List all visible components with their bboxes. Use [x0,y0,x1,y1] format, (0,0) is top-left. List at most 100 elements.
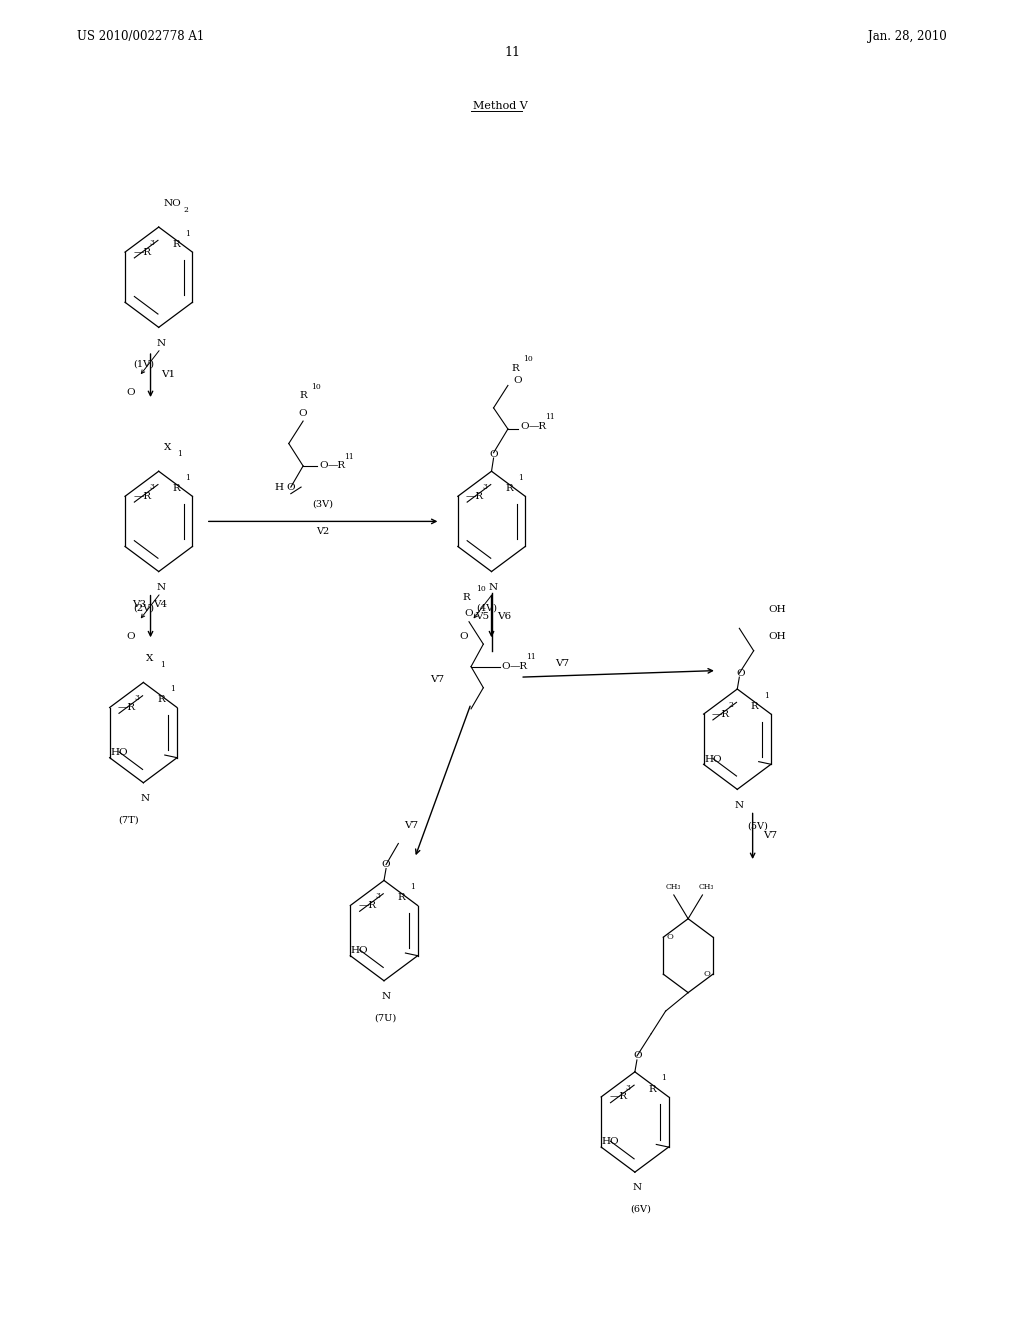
Text: O: O [502,663,510,671]
Text: O: O [736,669,744,677]
Text: 3: 3 [150,239,155,247]
Text: 1: 1 [177,450,182,458]
Text: 1: 1 [170,685,175,693]
Text: 10: 10 [523,355,534,363]
Text: R: R [463,594,471,602]
Text: Method V: Method V [473,100,527,111]
Text: H: H [274,483,284,491]
Text: —R: —R [133,248,152,256]
Text: HO: HO [602,1138,620,1146]
Text: —R: —R [358,902,377,909]
Text: O: O [465,610,473,618]
Text: N: N [382,993,390,1001]
Text: OH: OH [768,632,785,640]
Text: X: X [146,655,154,663]
Text: N: N [157,339,165,347]
Text: O: O [520,422,528,430]
Text: R: R [511,364,519,372]
Text: O: O [127,632,135,642]
Text: 3: 3 [134,694,139,702]
Text: 1: 1 [185,230,190,238]
Text: O: O [299,409,307,417]
Text: (7U): (7U) [374,1014,396,1022]
Text: V5: V5 [475,612,489,620]
Text: O: O [489,450,498,458]
Text: R: R [397,894,406,902]
Text: (7T): (7T) [118,816,138,824]
Text: 11: 11 [344,453,354,461]
Text: NO: NO [164,199,181,207]
Text: V3: V3 [132,601,146,609]
Text: 10: 10 [476,585,486,593]
Text: R: R [157,696,165,704]
Text: V2: V2 [316,528,330,536]
Text: 11: 11 [504,46,520,59]
Text: N: N [141,795,150,803]
Text: —R: —R [118,704,136,711]
Text: N: N [735,801,743,809]
Text: CH₃: CH₃ [698,883,715,891]
Text: 2: 2 [728,701,733,709]
Text: V7: V7 [555,660,569,668]
Text: —R: —R [466,492,484,500]
Text: R: R [172,240,180,248]
Text: R: R [751,702,759,710]
Text: CH₃: CH₃ [666,883,682,891]
Text: 1: 1 [764,692,769,700]
Text: R: R [505,484,513,492]
Text: Jan. 28, 2010: Jan. 28, 2010 [868,30,947,44]
Text: (3V): (3V) [312,500,334,508]
Text: 3: 3 [626,1084,631,1092]
Text: R: R [172,484,180,492]
Text: (2V): (2V) [133,605,155,612]
Text: —R: —R [528,422,547,430]
Text: 2: 2 [183,206,188,214]
Text: —R: —R [328,462,346,470]
Text: N: N [157,583,165,591]
Text: 1: 1 [185,474,190,482]
Text: X: X [164,444,171,451]
Text: (4V): (4V) [476,605,498,612]
Text: O: O [667,933,673,941]
Text: O: O [319,462,328,470]
Text: (6V): (6V) [630,1205,650,1213]
Text: 3: 3 [482,483,487,491]
Text: 3: 3 [150,483,155,491]
Text: V1: V1 [161,371,175,379]
Text: HO: HO [705,755,722,763]
Text: O: O [127,388,135,397]
Text: (5V): (5V) [748,822,768,830]
Text: OH: OH [768,606,785,614]
Text: O: O [287,483,295,491]
Text: HO: HO [111,748,128,756]
Text: R: R [299,392,307,400]
Text: N: N [489,583,498,591]
Text: 1: 1 [411,883,416,891]
Text: 3: 3 [375,892,380,900]
Text: V6: V6 [497,612,511,620]
Text: R: R [648,1085,656,1093]
Text: O: O [703,970,710,978]
Text: US 2010/0022778 A1: US 2010/0022778 A1 [77,30,204,44]
Text: (1V): (1V) [133,360,155,368]
Text: —R: —R [609,1093,628,1101]
Text: —R: —R [510,663,528,671]
Text: V4: V4 [154,601,168,609]
Text: O: O [460,632,468,642]
Text: N: N [633,1184,641,1192]
Text: V7: V7 [763,832,777,840]
Text: O: O [634,1052,642,1060]
Text: 10: 10 [311,383,322,391]
Text: 1: 1 [662,1074,667,1082]
Text: —R: —R [712,710,730,718]
Text: V7: V7 [430,676,444,684]
Text: HO: HO [351,946,369,954]
Text: —R: —R [133,492,152,500]
Text: V7: V7 [404,821,419,829]
Text: O: O [382,861,390,869]
Text: 1: 1 [160,661,165,669]
Text: 11: 11 [526,653,537,661]
Text: O: O [513,376,521,384]
Text: 11: 11 [545,413,555,421]
Text: 1: 1 [518,474,523,482]
